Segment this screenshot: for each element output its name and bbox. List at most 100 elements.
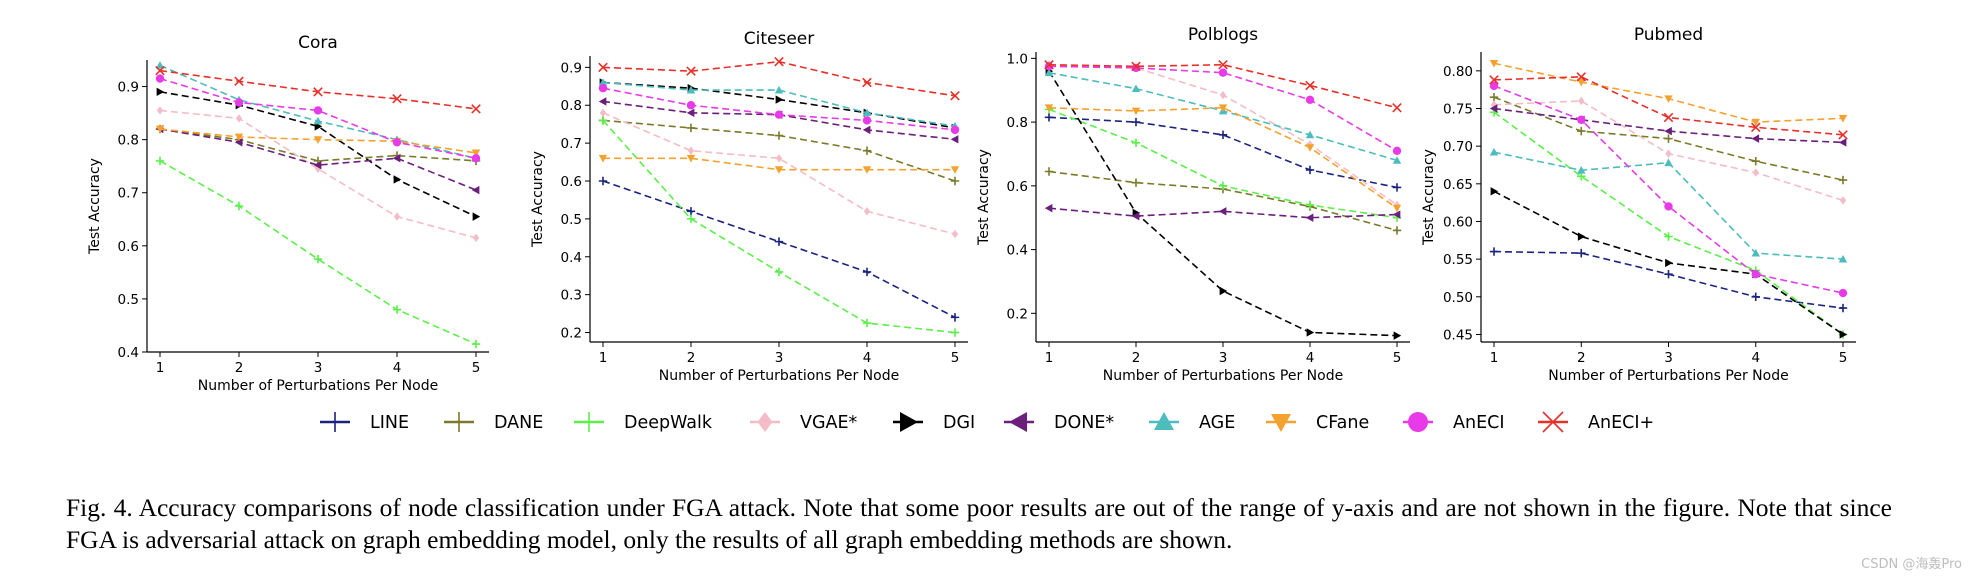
y-tick-label: 0.4 [118, 345, 139, 361]
data-point [1131, 138, 1141, 148]
y-tick-label: 0.8 [561, 98, 582, 114]
x-axis-label: Number of Perturbations Per Node [659, 368, 899, 384]
data-point [1490, 187, 1499, 196]
series-dane [598, 116, 960, 186]
data-point [1131, 107, 1141, 116]
y-tick-label: 0.4 [561, 250, 582, 266]
legend-item-deepwalk: DeepWalk [574, 412, 713, 433]
data-point [1392, 210, 1401, 219]
legend-label: CFane [1316, 413, 1369, 433]
y-axis-label: Test Accuracy [1421, 149, 1437, 246]
data-point [1044, 113, 1054, 122]
data-point [471, 149, 481, 158]
series-dane [1489, 92, 1848, 185]
data-point [1489, 92, 1499, 102]
series-line [159, 69, 477, 110]
data-point [471, 185, 480, 195]
chart-figure: Cora 0.4 0.5 0.6 0.7 0.8 0.9 1 2 3 4 5 Number of Per… [87, 25, 1856, 433]
series-deepwalk [155, 156, 481, 349]
y-tick-label: 0.6 [561, 174, 582, 190]
data-point [862, 146, 872, 155]
data-point [471, 339, 481, 349]
data-point [686, 101, 696, 110]
legend-label: LINE [370, 413, 409, 433]
data-point [155, 74, 165, 83]
x-tick-label: 1 [1045, 350, 1054, 366]
data-point [774, 267, 784, 277]
series-line [602, 180, 956, 319]
y-tick-label: 0.7 [561, 136, 582, 152]
series-age [1489, 147, 1848, 263]
series-cfane [155, 125, 481, 158]
legend-marker [757, 412, 773, 432]
series-line [159, 128, 477, 162]
data-point [1305, 213, 1314, 222]
panel-title: Citeseer [744, 29, 814, 49]
y-tick-label: 0.50 [1443, 290, 1473, 306]
data-point [775, 95, 784, 104]
data-point [1664, 126, 1672, 136]
watermark: CSDN @海轰Pro [1861, 557, 1962, 572]
series-line [1048, 108, 1398, 219]
data-point [598, 154, 608, 163]
legend-label: AGE [1199, 413, 1235, 433]
data-point [1664, 270, 1673, 279]
series-line [1048, 207, 1398, 219]
x-tick-label: 2 [235, 360, 244, 376]
data-point [1577, 78, 1586, 87]
series-line [159, 160, 477, 345]
x-tick-label: 5 [951, 350, 960, 366]
data-point [155, 156, 165, 166]
y-tick-label: 0.65 [1443, 177, 1473, 193]
data-point [598, 116, 608, 125]
series-line [1048, 116, 1398, 189]
series-dane [1044, 167, 1402, 235]
panel-polblogs: Polblogs 0.2 0.4 0.6 0.8 1.0 1 2 3 4 5 Number of Pe… [976, 25, 1410, 384]
data-point [313, 254, 323, 264]
panel-title: Cora [298, 33, 338, 53]
data-point [1392, 146, 1402, 155]
x-axis-label: Number of Perturbations Per Node [198, 378, 438, 394]
data-point [392, 305, 402, 314]
legend-marker [1271, 414, 1291, 432]
data-point [472, 212, 481, 221]
data-point [862, 166, 872, 174]
legend-marker [1408, 412, 1428, 432]
data-point [1131, 61, 1141, 72]
y-axis-label: Test Accuracy [530, 151, 546, 248]
figure-caption: Fig. 4. Accuracy comparisons of node cla… [66, 493, 1892, 554]
series-line [1044, 113, 1402, 192]
y-tick-label: 0.9 [561, 60, 582, 76]
data-point [1577, 115, 1586, 124]
x-tick-label: 5 [1393, 350, 1402, 366]
data-point [1489, 75, 1499, 85]
y-tick-label: 0.5 [118, 292, 139, 308]
data-point [313, 106, 323, 115]
y-tick-label: 1.0 [1007, 51, 1028, 67]
legend-item-aneci-plus: AnECI+ [1538, 411, 1654, 433]
data-point [1577, 166, 1586, 174]
data-point [775, 154, 783, 163]
data-point [1751, 118, 1760, 127]
legend-item-dane: DANE [444, 412, 543, 433]
y-tick-label: 0.55 [1443, 252, 1473, 268]
data-point [1044, 104, 1054, 112]
y-axis-label: Test Accuracy [87, 158, 103, 255]
data-point [1305, 165, 1315, 175]
legend-marker [1542, 411, 1564, 433]
data-point [1393, 331, 1402, 340]
data-point [235, 114, 243, 123]
data-point [234, 201, 244, 211]
x-tick-label: 5 [472, 360, 481, 376]
data-point [862, 125, 871, 135]
data-point [598, 78, 608, 86]
legend-marker [1154, 412, 1174, 430]
x-tick-label: 3 [314, 360, 323, 376]
x-tick-label: 1 [1490, 350, 1499, 366]
data-point [1392, 204, 1402, 213]
panel-cora: Cora 0.4 0.5 0.6 0.7 0.8 0.9 1 2 3 4 5 Number of Per… [87, 33, 489, 394]
data-point [1218, 59, 1228, 70]
x-tick-label: 1 [156, 360, 165, 376]
series-line [159, 91, 477, 218]
y-tick-label: 0.75 [1443, 101, 1473, 117]
